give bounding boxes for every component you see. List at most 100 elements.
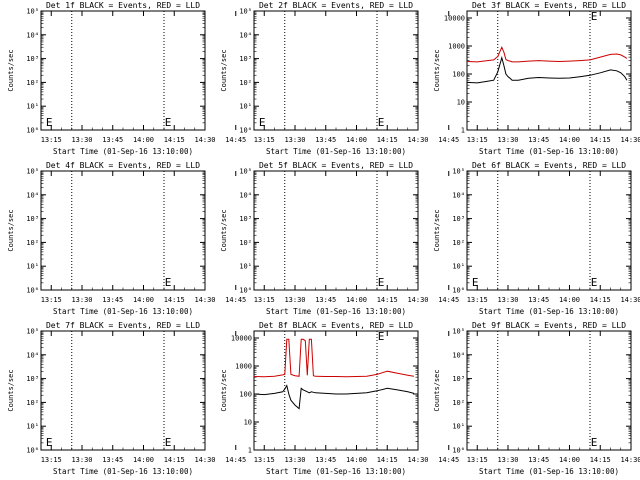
y-tick-label: 10⁴ [26, 351, 39, 359]
lld-series-line [253, 338, 414, 378]
x-axis-label: Start Time (01-Sep-16 13:10:00) [53, 467, 193, 476]
y-tick-label: 10³ [239, 215, 252, 223]
y-tick-label: 10³ [239, 55, 252, 63]
y-tick-label: 10³ [26, 215, 39, 223]
y-tick-label: 10⁴ [239, 191, 252, 199]
x-tick-label: 14:00 [346, 456, 367, 464]
y-axis-label: Counts/sec [220, 209, 228, 251]
y-tick-label: 10¹ [26, 423, 39, 431]
x-tick-label: 13:15 [254, 456, 275, 464]
y-tick-label: 100 [452, 71, 465, 79]
event-marker: E [472, 276, 479, 289]
event-marker: E [165, 116, 172, 129]
x-tick-label: 14:00 [133, 296, 154, 304]
y-tick-label: 10¹ [452, 263, 465, 271]
y-tick-label: 10⁴ [452, 351, 465, 359]
x-tick-label: 14:15 [377, 136, 398, 144]
y-tick-label: 10² [26, 239, 39, 247]
y-tick-label: 10⁰ [452, 447, 465, 455]
y-tick-label: 10⁰ [26, 447, 39, 455]
y-tick-label: 10⁰ [26, 287, 39, 295]
event-marker: E [591, 10, 598, 23]
y-tick-label: 10000 [444, 15, 465, 23]
x-axis-label: Start Time (01-Sep-16 13:10:00) [479, 147, 619, 156]
x-tick-label: 14:00 [559, 296, 580, 304]
x-tick-label: 13:30 [497, 136, 518, 144]
chart-svg: Det 2f BLACK = Events, RED = LLD Counts/s… [220, 1, 459, 156]
y-tick-label: 10³ [26, 55, 39, 63]
y-tick-label: 10⁵ [26, 328, 39, 336]
x-tick-label: 14:15 [164, 456, 185, 464]
event-marker: E [165, 436, 172, 449]
chart-title: Det 4f BLACK = Events, RED = LLD [46, 161, 200, 170]
x-tick-label: 14:30 [194, 456, 215, 464]
y-tick-label: 10² [239, 79, 252, 87]
x-tick-label: 14:30 [194, 296, 215, 304]
chart-title: Det 2f BLACK = Events, RED = LLD [259, 1, 413, 10]
y-tick-label: 1 [461, 127, 465, 135]
y-tick-label: 10⁴ [26, 191, 39, 199]
plot-frame [466, 170, 632, 291]
x-tick-label: 13:30 [71, 136, 92, 144]
x-tick-label: 13:45 [528, 136, 549, 144]
x-tick-label: 14:30 [194, 136, 215, 144]
x-tick-label: 13:15 [41, 456, 62, 464]
x-tick-label: 14:00 [133, 136, 154, 144]
y-tick-label: 100 [239, 391, 252, 399]
x-tick-label: 13:30 [284, 296, 305, 304]
x-axis-label: Start Time (01-Sep-16 13:10:00) [479, 467, 619, 476]
y-axis-label: Counts/sec [7, 49, 15, 91]
x-tick-label: 13:45 [315, 136, 336, 144]
y-tick-label: 10⁰ [26, 127, 39, 135]
x-axis-label: Start Time (01-Sep-16 13:10:00) [266, 307, 406, 316]
x-tick-label: 13:15 [467, 456, 488, 464]
chart-title: Det 5f BLACK = Events, RED = LLD [259, 161, 413, 170]
detector-panel-4: Det 4f BLACK = Events, RED = LLD Counts/s… [0, 160, 246, 320]
y-axis-label: Counts/sec [220, 369, 228, 411]
x-tick-label: 13:15 [254, 136, 275, 144]
x-tick-label: 13:45 [102, 456, 123, 464]
event-marker: E [591, 276, 598, 289]
event-marker: E [46, 436, 53, 449]
x-tick-label: 13:45 [528, 456, 549, 464]
plot-frame [253, 330, 419, 451]
x-tick-label: 13:30 [71, 456, 92, 464]
x-tick-label: 14:00 [346, 136, 367, 144]
x-tick-label: 14:45 [438, 456, 459, 464]
y-tick-label: 10⁵ [452, 168, 465, 176]
x-tick-label: 13:30 [497, 456, 518, 464]
y-axis-label: Counts/sec [220, 49, 228, 91]
x-tick-label: 14:15 [590, 456, 611, 464]
x-tick-label: 14:45 [225, 296, 246, 304]
y-tick-label: 10000 [231, 335, 252, 343]
y-tick-label: 10⁵ [452, 328, 465, 336]
detector-panel-7: Det 7f BLACK = Events, RED = LLD Counts/s… [0, 320, 246, 480]
x-tick-label: 14:30 [620, 136, 640, 144]
detector-panel-8: Det 8f BLACK = Events, RED = LLD Counts/s… [213, 320, 459, 480]
event-marker: E [591, 436, 598, 449]
detector-panel-9: Det 9f BLACK = Events, RED = LLD Counts/s… [426, 320, 640, 480]
y-tick-label: 10⁵ [239, 8, 252, 16]
x-axis-label: Start Time (01-Sep-16 13:10:00) [266, 147, 406, 156]
x-tick-label: 14:30 [620, 456, 640, 464]
y-tick-label: 10² [239, 239, 252, 247]
detector-panel-3: Det 3f BLACK = Events, RED = LLD Counts/s… [426, 0, 640, 160]
lld-series-line [466, 46, 628, 63]
chart-svg: Det 5f BLACK = Events, RED = LLD Counts/s… [220, 161, 459, 316]
detector-panel-6: Det 6f BLACK = Events, RED = LLD Counts/s… [426, 160, 640, 320]
y-tick-label: 10² [452, 399, 465, 407]
y-tick-label: 10¹ [452, 423, 465, 431]
y-axis-label: Counts/sec [7, 209, 15, 251]
y-tick-label: 1000 [448, 43, 465, 51]
x-tick-label: 13:45 [102, 136, 123, 144]
y-tick-label: 10¹ [26, 263, 39, 271]
event-marker: E [378, 116, 385, 129]
chart-title: Det 8f BLACK = Events, RED = LLD [259, 321, 413, 330]
x-tick-label: 14:00 [133, 456, 154, 464]
x-tick-label: 14:45 [225, 136, 246, 144]
detector-panel-2: Det 2f BLACK = Events, RED = LLD Counts/s… [213, 0, 459, 160]
event-marker: E [165, 276, 172, 289]
chart-svg: Det 9f BLACK = Events, RED = LLD Counts/s… [433, 321, 640, 476]
chart-title: Det 3f BLACK = Events, RED = LLD [472, 1, 626, 10]
plot-frame [40, 10, 206, 131]
